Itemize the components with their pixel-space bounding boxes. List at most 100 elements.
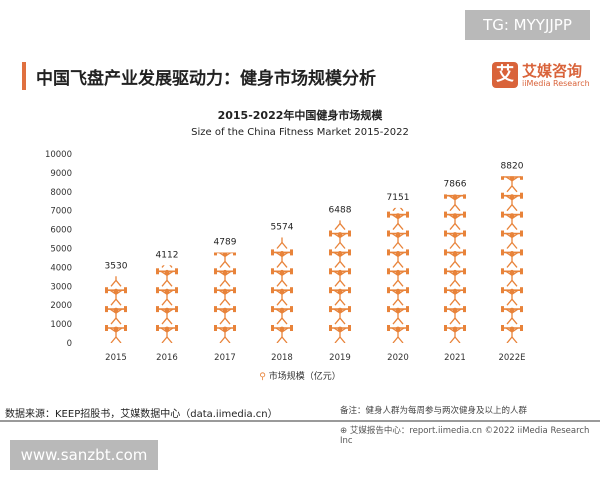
x-tick-label: 2021	[444, 353, 466, 363]
chart-subtitle: Size of the China Fitness Market 2015-20…	[191, 127, 409, 138]
weightlifter-icon	[161, 265, 173, 268]
weightlifter-icon	[329, 306, 351, 325]
y-tick-label: 1000	[50, 320, 72, 330]
y-tick-label: 3000	[50, 282, 72, 292]
weightlifter-icon	[329, 249, 351, 268]
legend-icon: ⚲	[259, 372, 269, 382]
watermark-bottom: www.sanzbt.com	[10, 440, 158, 470]
x-tick-label: 2016	[156, 353, 178, 363]
weightlifter-icon	[444, 249, 466, 268]
weightlifter-icon	[501, 230, 523, 249]
weightlifter-icon	[214, 252, 236, 268]
bar-2019	[329, 220, 351, 343]
weightlifter-icon	[329, 325, 351, 343]
weightlifter-icon	[501, 306, 523, 325]
chart-title: 2015-2022年中国健身市场规模	[217, 109, 383, 122]
bar-2021	[444, 194, 466, 343]
x-tick-label: 2018	[271, 353, 293, 363]
bar-2017	[214, 252, 236, 343]
weightlifter-icon	[214, 325, 236, 343]
weightlifter-icon	[156, 268, 178, 287]
weightlifter-icon	[444, 325, 466, 343]
weightlifter-icon	[444, 306, 466, 325]
logo-en: iiMedia Research	[522, 79, 590, 88]
y-tick-label: 4000	[50, 263, 72, 273]
data-label: 5574	[271, 223, 294, 233]
weightlifter-icon	[214, 306, 236, 325]
weightlifter-icon	[105, 325, 127, 343]
x-tick-label: 2015	[105, 353, 127, 363]
data-label: 8820	[501, 161, 524, 171]
y-tick-label: 8000	[50, 188, 72, 198]
weightlifter-icon	[387, 230, 409, 249]
weightlifter-icon	[501, 211, 523, 231]
weightlifter-icon	[387, 211, 409, 231]
weightlifter-icon	[156, 325, 178, 343]
globe-icon: ⊕	[340, 426, 350, 436]
title-accent-bar	[22, 62, 26, 90]
weightlifter-icon	[444, 194, 466, 212]
bar-2018	[271, 237, 293, 343]
data-label: 6488	[329, 205, 352, 215]
weightlifter-icon	[444, 268, 466, 287]
watermark-top: TG: MYYJJPP	[465, 10, 590, 40]
weightlifter-icon	[392, 207, 404, 212]
weightlifter-icon	[214, 268, 236, 287]
page-title: 中国飞盘产业发展驱动力：健身市场规模分析	[36, 69, 376, 89]
data-label: 7866	[444, 179, 467, 189]
weightlifter-icon	[156, 287, 178, 306]
bar-2016	[156, 231, 178, 343]
weightlifter-icon	[271, 249, 293, 268]
weightlifter-icon	[444, 211, 466, 231]
weightlifter-icon	[444, 287, 466, 306]
y-tick-label: 7000	[50, 207, 72, 217]
weightlifter-icon	[501, 268, 523, 287]
x-tick-label: 2017	[214, 353, 236, 363]
bar-2020	[387, 207, 409, 343]
weightlifter-icon	[156, 306, 178, 325]
y-tick-label: 5000	[50, 245, 72, 255]
weightlifter-icon	[110, 276, 122, 287]
data-label: 4789	[214, 237, 237, 247]
y-tick-label: 6000	[50, 226, 72, 236]
legend: ⚲ 市场规模（亿元）	[0, 369, 600, 382]
bar-2015	[105, 276, 127, 343]
weightlifter-icon	[276, 237, 288, 249]
weightlifter-icon	[329, 230, 351, 249]
weightlifter-icon	[271, 287, 293, 306]
weightlifter-icon	[329, 268, 351, 287]
weightlifter-icon	[387, 306, 409, 325]
weightlifter-icon	[387, 268, 409, 287]
y-tick-label: 2000	[50, 301, 72, 311]
weightlifter-icon	[501, 325, 523, 343]
y-tick-label: 10000	[45, 150, 72, 160]
x-tick-label: 2019	[329, 353, 351, 363]
footnote: 备注：健身人群为每周参与两次健身及以上的人群	[340, 406, 528, 416]
weightlifter-icon	[387, 325, 409, 343]
weightlifter-icon	[501, 249, 523, 268]
weightlifter-icon	[105, 306, 127, 325]
weightlifter-icon	[156, 231, 178, 249]
data-source: 数据来源：KEEP招股书，艾媒数据中心（data.iimedia.cn）	[5, 409, 278, 420]
bar-2022E	[501, 176, 523, 343]
weightlifter-icon	[329, 287, 351, 306]
weightlifter-icon	[501, 176, 523, 193]
weightlifter-icon	[387, 287, 409, 306]
weightlifter-icon	[334, 220, 346, 231]
copyright: ⊕ 艾媒报告中心：report.iimedia.cn ©2022 iiMedia…	[340, 424, 600, 446]
data-label: 7151	[387, 193, 410, 203]
weightlifter-icon	[105, 287, 127, 306]
copyright-text: 艾媒报告中心：report.iimedia.cn ©2022 iiMedia R…	[340, 426, 590, 446]
weightlifter-icon	[501, 192, 523, 212]
data-label: 3530	[105, 261, 128, 271]
x-tick-label: 2020	[387, 353, 409, 363]
weightlifter-icon	[501, 287, 523, 306]
weightlifter-icon	[444, 230, 466, 249]
weightlifter-icon	[271, 306, 293, 325]
legend-label: 市场规模（亿元）	[268, 372, 341, 382]
logo-icon: 艾	[492, 62, 518, 88]
x-tick-label: 2022E	[498, 353, 525, 363]
weightlifter-icon	[271, 268, 293, 287]
logo-cn: 艾媒咨询	[522, 62, 583, 80]
